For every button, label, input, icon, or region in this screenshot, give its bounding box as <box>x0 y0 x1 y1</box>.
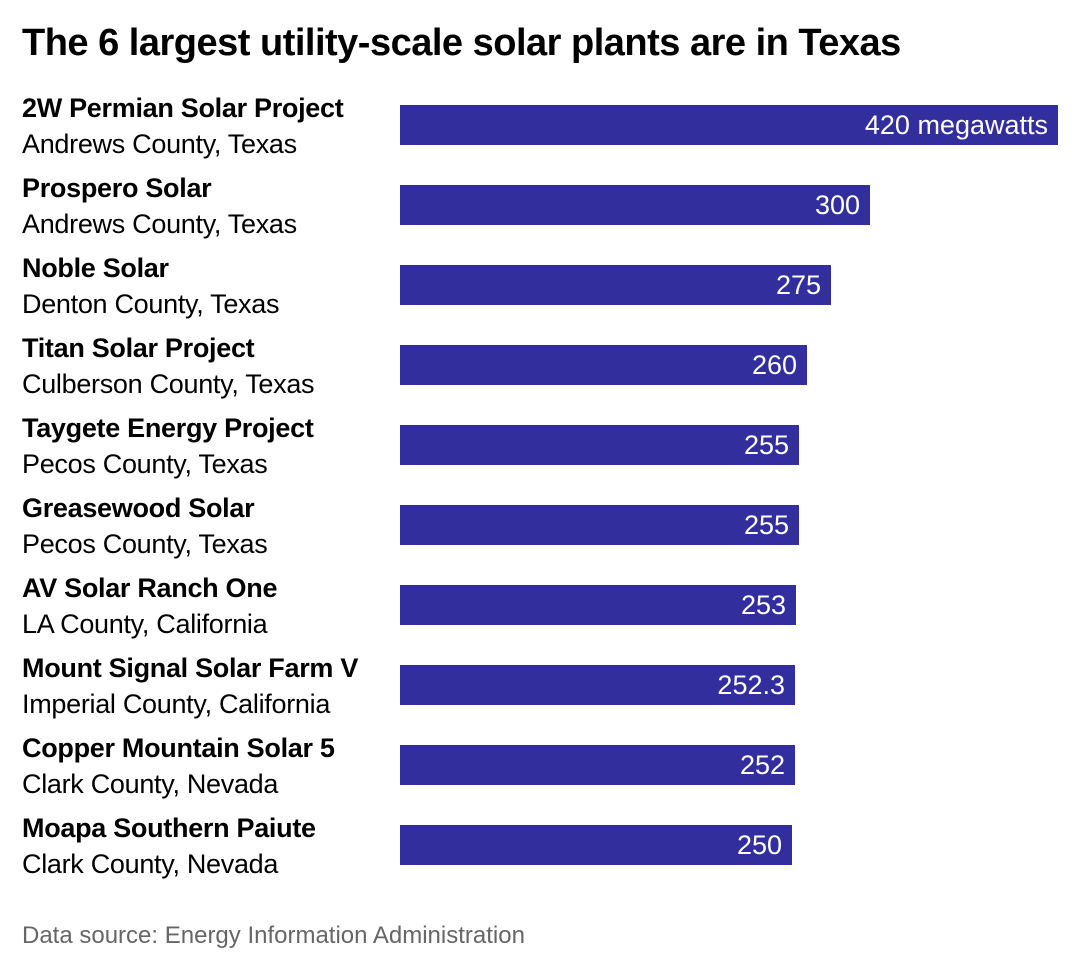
bar-row: AV Solar Ranch One LA County, California 2… <box>0 573 1080 653</box>
plant-name-label: Greasewood Solar <box>22 493 255 523</box>
bar: 255 <box>400 505 799 545</box>
bar-row: Prospero Solar Andrews County, Texas 300 <box>0 173 1080 253</box>
plant-name-label: Noble Solar <box>22 253 169 283</box>
bar-row: Noble Solar Denton County, Texas 275 <box>0 253 1080 333</box>
bar-row: Taygete Energy Project Pecos County, Texa… <box>0 413 1080 493</box>
plant-name-label: Titan Solar Project <box>22 333 255 363</box>
bar: 300 <box>400 185 870 225</box>
plant-location-label: Pecos County, Texas <box>22 529 268 559</box>
chart-title: The 6 largest utility-scale solar plants… <box>22 22 901 64</box>
plant-location-label: Imperial County, California <box>22 689 331 719</box>
bar-row: Titan Solar Project Culberson County, Tex… <box>0 333 1080 413</box>
bar: 250 <box>400 825 792 865</box>
bar: 255 <box>400 425 799 465</box>
plant-location-label: Andrews County, Texas <box>22 209 297 239</box>
bar: 252.3 <box>400 665 795 705</box>
bar-row: Greasewood Solar Pecos County, Texas 255 <box>0 493 1080 573</box>
bar-row: Moapa Southern Paiute Clark County, Nevad… <box>0 813 1080 893</box>
plant-name-label: AV Solar Ranch One <box>22 573 278 603</box>
plant-name-label: Moapa Southern Paiute <box>22 813 316 843</box>
bar: 260 <box>400 345 807 385</box>
plant-location-label: Culberson County, Texas <box>22 369 315 399</box>
bar-value-label: 252.3 <box>717 670 785 700</box>
bar-value-label: 252 <box>739 750 785 780</box>
plant-name-label: Mount Signal Solar Farm V <box>22 653 359 683</box>
plant-name-label: Taygete Energy Project <box>22 413 314 443</box>
data-source-note: Data source: Energy Information Administ… <box>22 922 525 949</box>
plant-name-label: 2W Permian Solar Project <box>22 93 344 123</box>
bar-value-label: 300 <box>814 190 860 220</box>
bar: 253 <box>400 585 796 625</box>
plant-location-label: Clark County, Nevada <box>22 849 279 879</box>
plant-location-label: Andrews County, Texas <box>22 129 297 159</box>
bar-value-label: 253 <box>740 590 786 620</box>
plant-name-label: Copper Mountain Solar 5 <box>22 733 335 763</box>
bar-row: Copper Mountain Solar 5 Clark County, Nev… <box>0 733 1080 813</box>
bar-value-label: 255 <box>743 430 789 460</box>
bar: 252 <box>400 745 795 785</box>
bar-value-label: 420 megawatts <box>864 110 1048 140</box>
bar: 275 <box>400 265 831 305</box>
plant-name-label: Prospero Solar <box>22 173 212 203</box>
bar-value-label: 275 <box>775 270 821 300</box>
plant-location-label: Clark County, Nevada <box>22 769 279 799</box>
bar-row: Mount Signal Solar Farm V Imperial County… <box>0 653 1080 733</box>
plant-location-label: LA County, California <box>22 609 268 639</box>
plant-location-label: Denton County, Texas <box>22 289 280 319</box>
bar: 420 megawatts <box>400 105 1058 145</box>
bar-row: 2W Permian Solar Project Andrews County, … <box>0 93 1080 173</box>
bar-value-label: 250 <box>736 830 782 860</box>
bar-value-label: 255 <box>743 510 789 540</box>
bar-value-label: 260 <box>751 350 797 380</box>
plant-location-label: Pecos County, Texas <box>22 449 268 479</box>
